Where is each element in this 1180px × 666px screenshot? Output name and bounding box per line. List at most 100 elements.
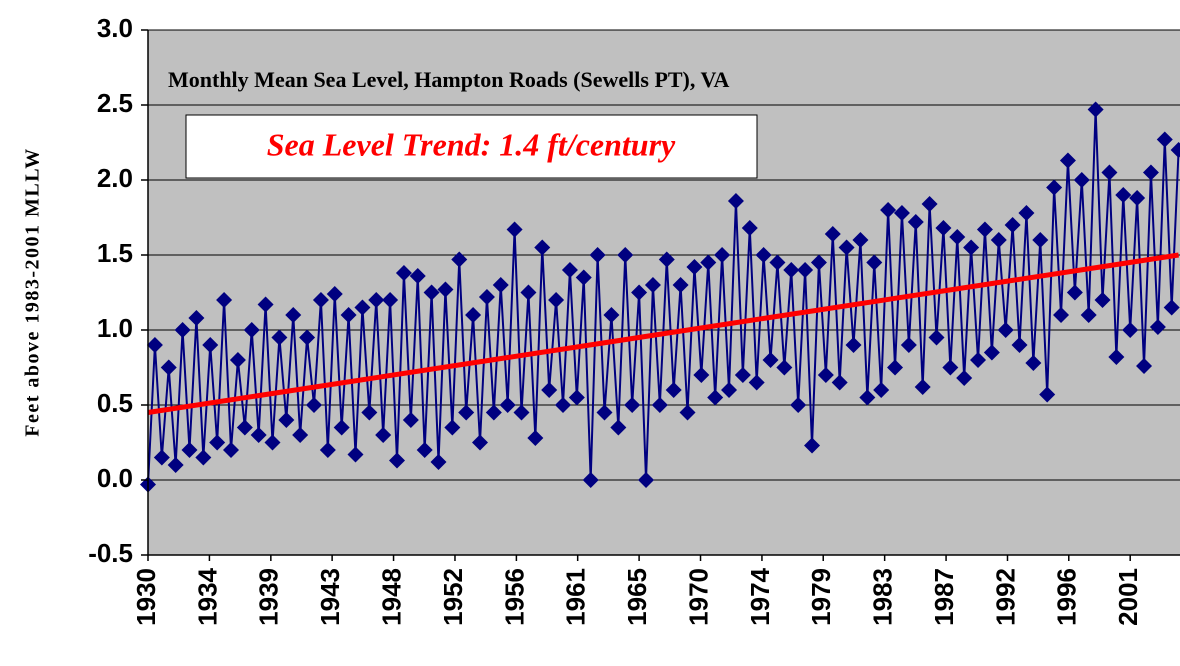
- point: [1101, 164, 1118, 181]
- point: [1142, 164, 1159, 181]
- point: [499, 397, 516, 413]
- point: [976, 221, 993, 238]
- x-tick-label: 2001: [1113, 568, 1143, 626]
- point: [465, 307, 482, 323]
- point: [319, 442, 336, 458]
- point: [195, 449, 212, 466]
- point: [146, 337, 163, 353]
- point: [624, 397, 641, 413]
- point: [1039, 386, 1056, 403]
- point: [1156, 131, 1173, 148]
- annotation: Sea Level Trend: 1.4 ft/century: [267, 126, 676, 162]
- x-tick-label: 1979: [806, 568, 836, 626]
- x-tick-label: 1996: [1052, 568, 1082, 626]
- point: [942, 359, 959, 376]
- point: [1149, 319, 1166, 335]
- point: [880, 202, 897, 218]
- point: [513, 404, 530, 421]
- point: [326, 286, 343, 302]
- x-tick-label: 1965: [622, 568, 652, 626]
- point: [1094, 292, 1111, 308]
- point: [271, 329, 288, 346]
- point: [389, 452, 406, 469]
- point: [907, 214, 924, 230]
- point: [914, 379, 931, 395]
- y-tick-label: 3.0: [97, 13, 133, 43]
- point: [1115, 187, 1132, 203]
- point: [1122, 322, 1139, 338]
- point: [153, 449, 170, 466]
- point: [700, 254, 717, 271]
- point: [589, 247, 606, 263]
- point: [714, 247, 731, 263]
- point: [755, 247, 772, 263]
- point: [292, 427, 309, 443]
- point: [1004, 217, 1021, 233]
- point: [1046, 179, 1063, 196]
- point: [997, 322, 1014, 338]
- point: [361, 404, 378, 421]
- point: [458, 404, 475, 421]
- point: [243, 322, 260, 338]
- point: [983, 344, 1000, 361]
- point: [824, 226, 841, 242]
- point: [506, 221, 523, 238]
- point: [1025, 355, 1042, 371]
- point: [956, 370, 973, 386]
- y-tick-label: 0.5: [97, 388, 133, 418]
- point: [306, 397, 323, 413]
- point: [1129, 190, 1146, 206]
- point: [375, 427, 392, 443]
- point: [299, 329, 316, 346]
- point: [1163, 299, 1180, 316]
- point: [430, 454, 447, 470]
- point: [1108, 349, 1125, 365]
- point: [638, 472, 655, 488]
- point: [575, 269, 592, 286]
- x-tick-label: 1992: [990, 568, 1020, 626]
- point: [734, 367, 751, 383]
- point: [347, 446, 364, 463]
- point: [582, 472, 599, 488]
- point: [990, 232, 1007, 248]
- point: [831, 374, 848, 391]
- point: [250, 427, 267, 443]
- point: [520, 284, 537, 301]
- marks: [140, 101, 1180, 493]
- point: [776, 359, 793, 376]
- point: [568, 389, 585, 406]
- point: [209, 434, 226, 451]
- point: [804, 437, 821, 454]
- point: [686, 259, 703, 275]
- x-tick-label: 1952: [438, 568, 468, 626]
- point: [838, 239, 855, 256]
- point: [866, 254, 883, 271]
- point: [928, 329, 945, 346]
- point: [541, 382, 558, 398]
- trend-line: [147, 252, 1179, 415]
- point: [548, 292, 565, 308]
- point: [658, 251, 675, 268]
- point: [167, 457, 184, 473]
- x-tick-label: 1956: [499, 568, 529, 626]
- x-tick-label: 1983: [868, 568, 898, 626]
- point: [402, 412, 419, 428]
- point: [257, 296, 274, 313]
- point: [769, 254, 786, 271]
- point: [160, 359, 177, 376]
- point: [472, 434, 489, 451]
- x-tick-label: 1974: [745, 567, 775, 625]
- point: [527, 430, 544, 446]
- x-tick-label: 1939: [254, 568, 284, 626]
- point: [1059, 152, 1076, 169]
- point: [1053, 307, 1070, 323]
- point: [1011, 337, 1028, 353]
- point: [534, 239, 551, 256]
- y-tick-label: 1.0: [97, 313, 133, 343]
- point: [1018, 205, 1035, 221]
- point: [727, 193, 744, 209]
- point: [485, 404, 502, 421]
- x-tick-label: 1934: [192, 567, 222, 625]
